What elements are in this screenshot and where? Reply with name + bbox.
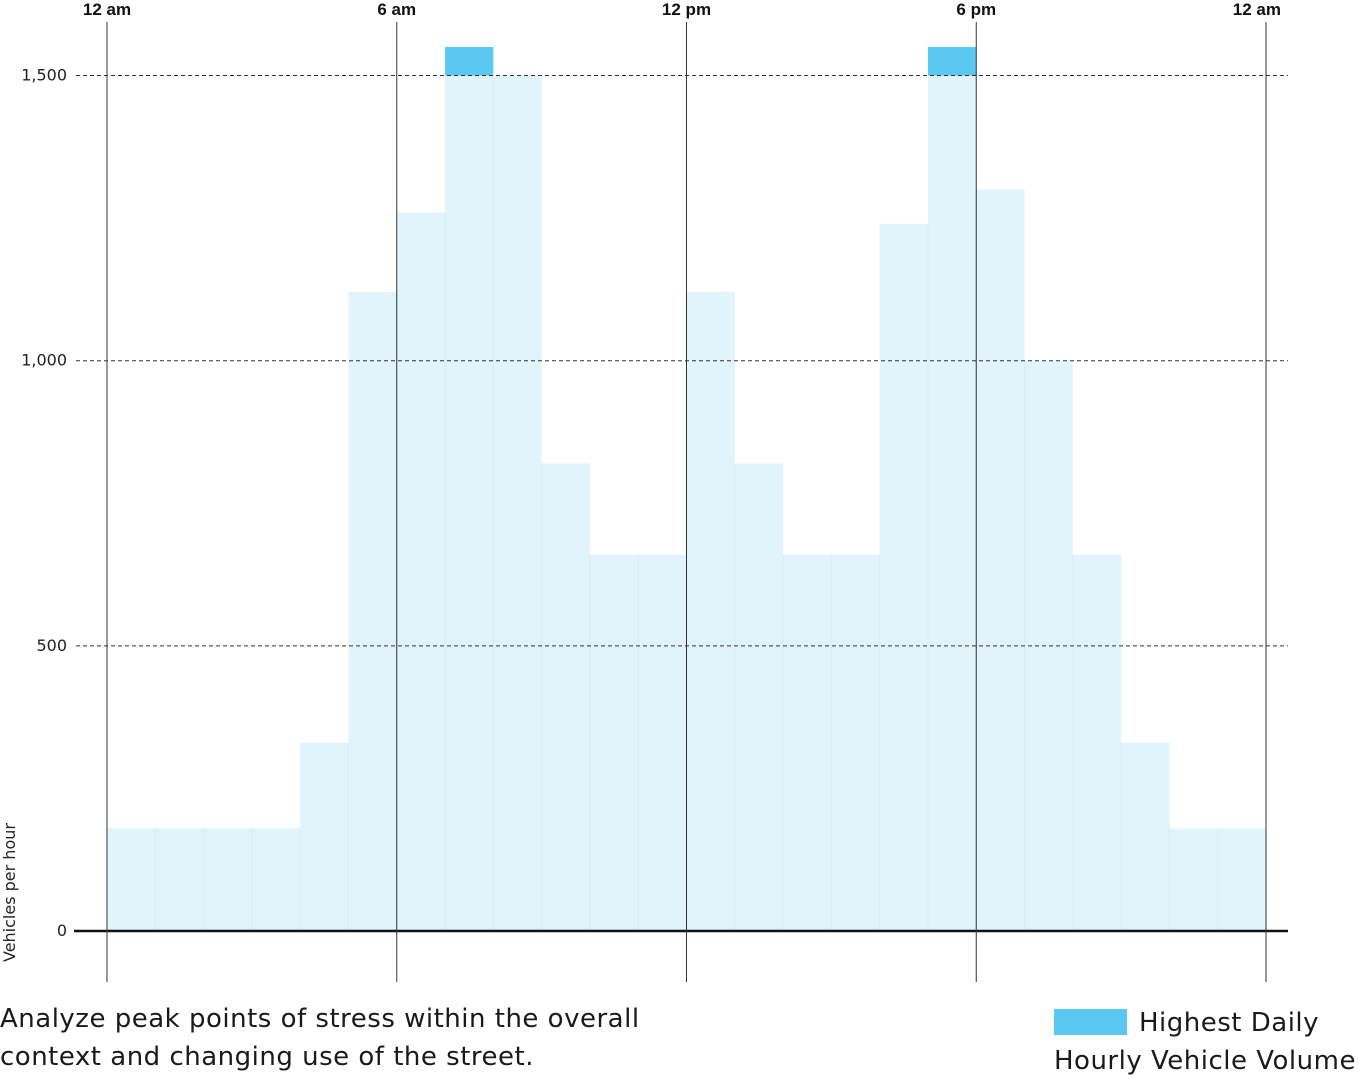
- bar: [251, 828, 301, 931]
- legend: Highest Daily Hourly Vehicle Volume: [1054, 1004, 1358, 1080]
- bar: [155, 828, 204, 931]
- gridlines: [74, 75, 1288, 933]
- bar: [734, 463, 784, 931]
- legend-label-line-2: Hourly Vehicle Volume: [1054, 1046, 1356, 1076]
- y-tick-label: 1,500: [21, 66, 67, 85]
- bar: [976, 189, 1025, 932]
- bar: [879, 223, 928, 931]
- bar: [1217, 828, 1266, 931]
- x-tick-label: 12 am: [83, 0, 131, 19]
- bar: [300, 742, 349, 931]
- bars-layer: [107, 75, 1266, 932]
- bar: [203, 828, 252, 931]
- legend-label-line-1: Highest Daily: [1139, 1008, 1320, 1038]
- bar: [1072, 554, 1122, 931]
- y-axis: 0 500 1,000 1,500: [21, 66, 67, 940]
- bar: [589, 554, 639, 931]
- bar: [445, 75, 494, 932]
- bar: [1121, 742, 1170, 931]
- bar: [831, 554, 880, 931]
- caption-line-1: Analyze peak points of stress within the…: [0, 1004, 640, 1034]
- bar: [396, 212, 446, 932]
- hourly-volume-chart: 12 am 6 am 12 pm 6 pm 12 am 0 500 1,000 1,500 V…: [0, 0, 1288, 982]
- y-axis-title: Vehicles per hour: [0, 823, 19, 962]
- chart-caption: Analyze peak points of stress within the…: [0, 1000, 700, 1076]
- legend-swatch: [1054, 1009, 1127, 1035]
- peaks-layer: [445, 47, 977, 76]
- bar: [493, 75, 542, 932]
- bar: [541, 463, 590, 931]
- peak-bar: [445, 47, 494, 76]
- bar: [1169, 828, 1218, 931]
- y-tick-label: 1,000: [21, 351, 67, 370]
- bar: [638, 554, 687, 931]
- x-tick-label: 6 pm: [956, 0, 996, 19]
- bar: [783, 554, 832, 931]
- bar: [927, 75, 977, 932]
- caption-line-2: context and changing use of the street.: [0, 1042, 534, 1072]
- bar: [348, 292, 397, 931]
- x-tick-label: 12 pm: [662, 0, 711, 19]
- peak-bar: [927, 47, 977, 76]
- bar: [107, 828, 156, 931]
- y-tick-label: 500: [36, 636, 67, 655]
- x-tick-label: 6 am: [377, 0, 416, 19]
- bar: [686, 292, 735, 931]
- x-axis: 12 am 6 am 12 pm 6 pm 12 am: [83, 0, 1281, 982]
- y-tick-label: 0: [57, 921, 67, 940]
- x-tick-label: 12 am: [1233, 0, 1281, 19]
